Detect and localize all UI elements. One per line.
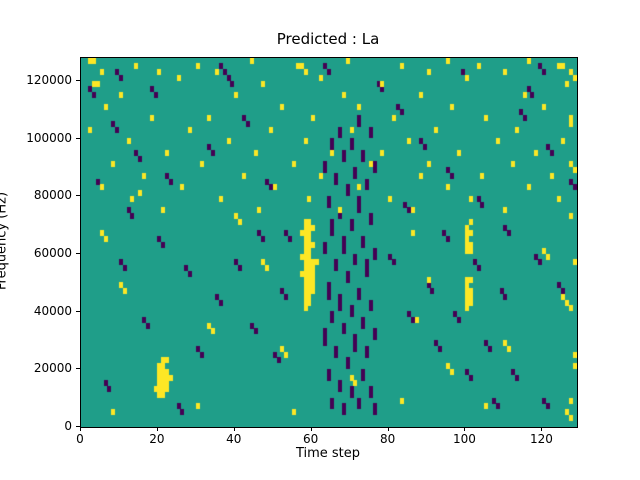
y-tick-mark	[76, 253, 80, 255]
y-tick-label: 80000	[33, 188, 72, 203]
x-tick-mark	[464, 427, 466, 431]
x-tick-mark	[310, 427, 312, 431]
y-tick-label: 40000	[33, 303, 72, 318]
x-tick-label: 0	[76, 432, 84, 446]
heatmap-canvas	[81, 58, 577, 427]
y-tick-mark	[76, 80, 80, 82]
x-tick-mark	[387, 427, 389, 431]
chart-title: Predicted : La	[276, 30, 380, 48]
x-tick-label: 40	[226, 432, 242, 446]
y-tick-label: 20000	[33, 361, 72, 376]
y-tick-mark	[76, 137, 80, 139]
x-tick-mark	[156, 427, 158, 431]
x-tick-label: 80	[379, 432, 396, 446]
x-tick-label: 120	[529, 432, 553, 446]
x-tick-label: 60	[303, 432, 319, 446]
x-tick-mark	[80, 427, 81, 431]
x-tick-mark	[541, 427, 543, 431]
plot-area	[80, 57, 578, 428]
x-tick-mark	[233, 427, 235, 431]
y-tick-mark	[76, 368, 80, 370]
x-tick-label: 100	[453, 432, 476, 446]
y-tick-label: 100000	[26, 130, 72, 145]
x-axis-label: Time step	[295, 446, 361, 461]
y-tick-label: 60000	[33, 246, 72, 261]
y-tick-label: 120000	[26, 73, 72, 88]
x-tick-label: 20	[149, 432, 165, 446]
y-tick-label: 0	[64, 419, 72, 433]
y-axis-label: Frequency (Hz)	[0, 191, 10, 291]
y-tick-mark	[76, 195, 80, 197]
y-tick-mark	[76, 310, 80, 312]
y-tick-mark	[76, 426, 80, 427]
